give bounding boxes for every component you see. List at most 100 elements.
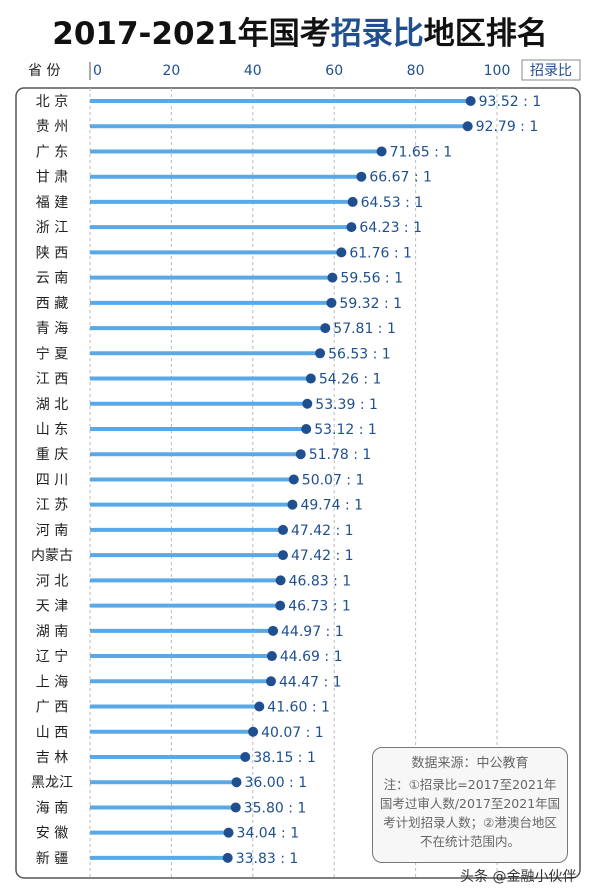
- category-label: 海 南: [36, 800, 68, 816]
- data-label: 66.67 : 1: [369, 170, 432, 186]
- category-label: 河 南: [36, 523, 68, 539]
- plot-frame: [15, 87, 581, 879]
- category-label: 浙 江: [36, 220, 68, 236]
- bar-dot: [288, 474, 299, 485]
- data-label: 44.97 : 1: [281, 624, 344, 640]
- x-tick-label: 0: [93, 63, 102, 79]
- category-label: 江 苏: [36, 498, 68, 514]
- bar-dot: [301, 423, 312, 434]
- category-label: 西 藏: [36, 296, 68, 312]
- data-label: 54.26 : 1: [319, 372, 382, 388]
- data-label: 35.80 : 1: [244, 800, 307, 816]
- category-label: 青 海: [36, 321, 68, 337]
- bar-dot: [240, 751, 251, 762]
- category-label: 天 津: [36, 599, 68, 615]
- category-label: 山 东: [36, 422, 68, 438]
- bar-dot: [347, 196, 358, 207]
- bar-dot: [275, 575, 286, 586]
- bar-dot: [266, 651, 277, 662]
- bar-dot: [302, 398, 313, 409]
- bar-dot: [265, 676, 276, 687]
- category-label: 安 徽: [36, 826, 68, 842]
- bar-dot: [275, 600, 286, 611]
- title-part2: 地区排名: [423, 16, 548, 52]
- category-label: 宁 夏: [36, 345, 68, 362]
- bar-dot: [327, 272, 338, 283]
- title-part1: 2017-2021年国考: [52, 16, 331, 52]
- data-label: 57.81 : 1: [333, 321, 396, 337]
- data-label: 51.78 : 1: [309, 447, 372, 463]
- bar-dot: [223, 827, 234, 838]
- bar-dot: [248, 726, 259, 737]
- data-label: 47.42 : 1: [291, 548, 354, 564]
- data-label: 59.56 : 1: [340, 271, 403, 287]
- x-axis-title-box: [521, 59, 581, 81]
- category-label: 辽 宁: [36, 648, 68, 665]
- category-label: 上 海: [36, 674, 68, 690]
- category-label: 山 西: [36, 725, 68, 741]
- category-label: 云 南: [36, 271, 68, 287]
- bar-dot: [277, 524, 288, 535]
- data-label: 50.07 : 1: [302, 472, 365, 488]
- data-label: 34.04 : 1: [237, 826, 300, 842]
- category-label: 甘 肃: [36, 170, 68, 186]
- data-label: 33.83 : 1: [236, 851, 299, 867]
- x-tick-label: 40: [244, 63, 262, 79]
- data-label: 59.32 : 1: [339, 296, 402, 312]
- category-label: 广 东: [36, 144, 68, 160]
- category-label: 江 西: [36, 372, 68, 388]
- watermark: 头条 @金融小伙伴: [460, 869, 577, 885]
- y-axis-title: 省 份: [28, 63, 60, 79]
- category-label: 内蒙古: [31, 548, 73, 564]
- bar-dot: [287, 499, 298, 510]
- data-label: 64.23 : 1: [359, 220, 422, 236]
- bar-dot: [462, 121, 473, 132]
- data-label: 49.74 : 1: [300, 498, 363, 514]
- category-label: 黑龙江: [31, 775, 73, 791]
- bar-dot: [320, 323, 331, 334]
- data-label: 46.73 : 1: [288, 599, 351, 615]
- category-label: 陕 西: [36, 245, 68, 261]
- bar-dot: [465, 96, 476, 106]
- category-label: 重 庆: [36, 447, 68, 463]
- data-label: 61.76 : 1: [349, 245, 412, 261]
- category-label: 贵 州: [36, 119, 68, 135]
- category-label: 新 疆: [36, 851, 68, 867]
- data-label: 56.53 : 1: [328, 346, 391, 362]
- bar-dot: [346, 222, 357, 233]
- x-tick-label: 20: [162, 63, 180, 79]
- bar-dot: [277, 550, 288, 561]
- category-label: 河 北: [36, 573, 68, 589]
- data-label: 92.79 : 1: [476, 119, 539, 135]
- data-label: 38.15 : 1: [253, 750, 316, 766]
- chart-title: 2017-2021年国考招录比地区排名: [0, 8, 600, 53]
- category-label: 湖 北: [36, 397, 68, 413]
- data-label: 53.39 : 1: [315, 397, 378, 413]
- bar-dot: [315, 348, 326, 359]
- x-tick-label: 100: [484, 63, 511, 79]
- data-label: 71.65 : 1: [390, 144, 453, 160]
- data-label: 44.47 : 1: [279, 674, 342, 690]
- category-label: 湖 南: [36, 624, 68, 640]
- data-label: 44.69 : 1: [280, 649, 343, 665]
- category-label: 吉 林: [36, 750, 68, 766]
- data-label: 53.12 : 1: [314, 422, 377, 438]
- title-highlight: 招录比: [330, 16, 424, 52]
- data-label: 36.00 : 1: [245, 775, 308, 791]
- note-box: 数据来源：中公教育 注：①招录比=2017至2021年国考过审人数/2017至2…: [372, 747, 568, 863]
- bar-dot: [254, 701, 265, 712]
- bar-dot: [295, 449, 306, 460]
- bar-dot: [231, 777, 242, 788]
- bar-dot: [222, 852, 233, 863]
- note-text: 注：①招录比=2017至2021年国考过审人数/2017至2021年国考计划招录…: [379, 777, 561, 849]
- data-label: 93.52 : 1: [479, 94, 542, 110]
- bar-dot: [336, 247, 347, 258]
- data-label: 47.42 : 1: [291, 523, 354, 539]
- category-label: 广 西: [36, 700, 68, 716]
- bar-dot: [356, 171, 367, 182]
- bar-dot: [268, 625, 279, 636]
- category-label: 四 川: [36, 472, 68, 488]
- category-label: 福 建: [36, 195, 68, 211]
- x-axis-title: 招录比: [530, 63, 572, 79]
